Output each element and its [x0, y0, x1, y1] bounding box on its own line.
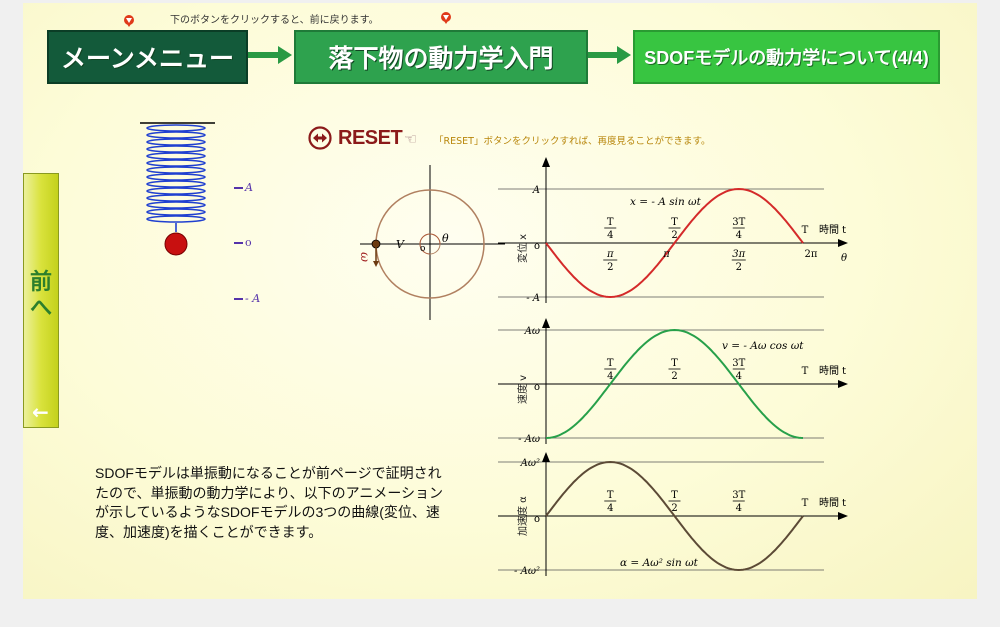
spring-label-neg-a: - A — [245, 292, 261, 305]
spring-coil — [146, 201, 206, 209]
intro-button[interactable]: 落下物の動力学入門 — [294, 30, 588, 84]
nav-arrowhead-1 — [278, 46, 292, 64]
x-axis-arrow — [838, 512, 848, 520]
nav-arrow-1 — [248, 52, 278, 58]
drop-right-icon — [441, 12, 451, 24]
x-tick-label: 3T — [732, 217, 745, 228]
nav-arrow-2 — [588, 52, 618, 58]
x-tick-label: T — [802, 366, 809, 377]
y-tick-label: - A — [526, 293, 540, 304]
y-tick-label: A — [532, 185, 540, 196]
spring-coil — [146, 194, 206, 202]
x-tick-label: T — [802, 498, 809, 509]
y-axis-arrow — [542, 157, 550, 167]
angle-tick-label: 2 — [736, 262, 742, 273]
x-axis-arrow — [838, 239, 848, 247]
x-tick-label: 4 — [736, 371, 742, 382]
x-tick-label: T — [671, 217, 678, 228]
y-tick-label: o — [534, 241, 540, 252]
angle-tick-label: 2 — [607, 262, 613, 273]
x-tick-label: T — [607, 490, 614, 501]
angle-tick-label: 2π — [805, 249, 818, 260]
spring-coil — [146, 145, 206, 153]
prev-page-button[interactable]: 前へ ← — [23, 173, 59, 428]
x-tick-label: 2 — [671, 371, 677, 382]
x-tick-label: 2 — [671, 503, 677, 514]
nav-arrowhead-2 — [617, 46, 631, 64]
reference-circle-diagram — [360, 165, 505, 320]
y-tick-label: o — [534, 382, 540, 393]
spring-label-a: A — [245, 181, 253, 194]
x-tick-label: 4 — [607, 230, 613, 241]
main-menu-button[interactable]: メーンメニュー — [47, 30, 248, 84]
y-axis-arrow — [542, 318, 550, 328]
spring-coil — [146, 138, 206, 146]
y-tick-label: Aω — [524, 326, 540, 337]
x-axis-arrow — [838, 380, 848, 388]
x-tick-label: T — [607, 358, 614, 369]
spring-coil — [146, 159, 206, 167]
y-axis-label: 加速度 α — [516, 496, 529, 536]
y-tick-label: Aω² — [520, 458, 540, 469]
y-axis-label: 速度 v — [516, 375, 529, 404]
x-axis-label: 時間 t — [819, 365, 846, 377]
left-arrow-icon: ← — [32, 400, 49, 424]
animation-stage — [23, 3, 977, 599]
x-tick-label: T — [802, 225, 809, 236]
angle-tick-label: 3π — [732, 249, 745, 260]
x-axis-label: 時間 t — [819, 497, 846, 509]
spring-coil — [146, 124, 206, 132]
spring-coil — [146, 208, 206, 216]
angle-axis-label: θ — [841, 253, 847, 264]
x-tick-label: 4 — [607, 371, 613, 382]
v-label: V — [396, 238, 404, 251]
spring-coil — [146, 131, 206, 139]
prev-label: 前へ — [29, 269, 52, 321]
origin-label: o — [420, 244, 426, 254]
spring-mass — [140, 122, 243, 300]
reset-icon — [308, 126, 332, 150]
spring-coil — [146, 180, 206, 188]
y-tick-label: - Aω — [518, 434, 540, 445]
spring-coil — [146, 152, 206, 160]
y-tick-label: o — [534, 514, 540, 525]
spring-coil — [146, 166, 206, 174]
spring-coil — [146, 187, 206, 195]
formula-label: v = - Aω cos ωt — [722, 340, 804, 352]
spring-label-zero: o — [245, 236, 252, 249]
spring-coil — [146, 173, 206, 181]
x-tick-label: 3T — [732, 358, 745, 369]
x-tick-label: T — [671, 358, 678, 369]
spring-coil — [146, 215, 206, 223]
y-axis-label: 変位 x — [516, 234, 529, 263]
x-tick-label: 3T — [732, 490, 745, 501]
theta-label: θ — [442, 232, 449, 245]
description-text: SDOFモデルは単振動になることが前ページで証明されたので、単振動の動力学により… — [95, 465, 444, 540]
x-tick-label: 4 — [736, 230, 742, 241]
y-axis-arrow — [542, 452, 550, 462]
x-tick-label: T — [607, 217, 614, 228]
x-tick-label: 2 — [671, 230, 677, 241]
x-tick-label: 4 — [607, 503, 613, 514]
reset-hint: 「RESET」ボタンをクリックすれば、再度見ることができます。 — [434, 136, 711, 147]
pointing-hand-icon: ☜ — [404, 130, 418, 148]
angle-tick-label: π — [606, 249, 614, 260]
x-tick-label: 4 — [736, 503, 742, 514]
angle-tick-label: π — [662, 249, 670, 260]
x-axis-label: 時間 t — [819, 224, 846, 236]
reset-label: RESET — [338, 126, 403, 149]
hint-text: 下のボタンをクリックすると、前に戻ります。 — [170, 15, 379, 26]
x-tick-label: T — [671, 490, 678, 501]
drop-left-icon — [124, 15, 134, 27]
reset-button[interactable]: RESET — [308, 126, 403, 150]
formula-label: x = - A sin ωt — [630, 196, 702, 208]
y-tick-label: - Aω² — [514, 566, 540, 577]
current-page-title: SDOFモデルの動力学について(4/4) — [633, 30, 940, 84]
formula-label: α = Aω² sin ωt — [620, 557, 699, 569]
mass-ball — [164, 232, 188, 256]
